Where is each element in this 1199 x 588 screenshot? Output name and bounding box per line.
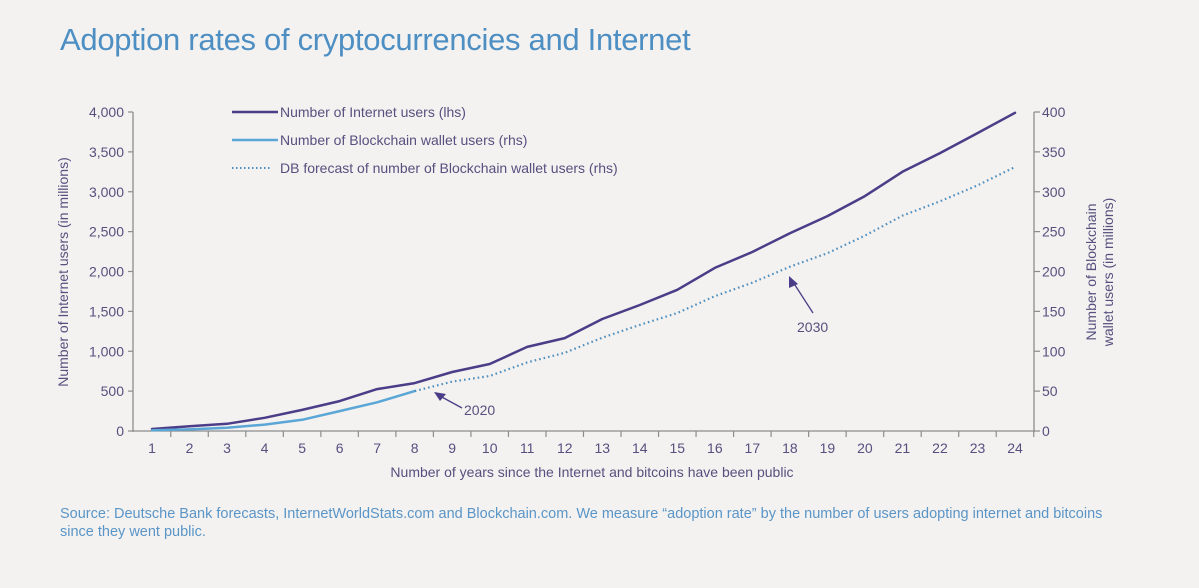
- y-tick-left-label: 2,500: [89, 224, 124, 240]
- x-tick-label: 3: [223, 440, 231, 456]
- x-tick-label: 23: [970, 440, 986, 456]
- legend-label-forecast: DB forecast of number of Blockchain wall…: [280, 160, 618, 176]
- annotation-2020-arrowhead: [434, 392, 446, 401]
- x-tick-label: 19: [820, 440, 836, 456]
- y-ticks-right: 0 50 100 150 200 250 300 350 400: [1034, 104, 1066, 439]
- x-tick-label: 12: [557, 440, 573, 456]
- chart: 1 2 3 4 5 6 7 8 9 10 11 12 13 14 15 16 17 18 19 20 21 22 23 24 …: [55, 104, 1116, 480]
- y-tick-right-label: 50: [1042, 383, 1058, 399]
- y-tick-left-label: 500: [101, 383, 125, 399]
- y-tick-left-label: 3,500: [89, 144, 124, 160]
- x-tick-label: 10: [482, 440, 498, 456]
- y-tick-left-label: 4,000: [89, 104, 124, 120]
- x-tick-label: 5: [298, 440, 306, 456]
- x-tick-label: 6: [336, 440, 344, 456]
- x-tick-label: 13: [594, 440, 610, 456]
- x-tick-label: 14: [632, 440, 648, 456]
- x-tick-label: 8: [411, 440, 419, 456]
- y-tick-right-label: 100: [1042, 343, 1066, 359]
- y-axis-left-title: Number of Internet users (in millions): [55, 157, 71, 387]
- legend-label-internet: Number of Internet users (lhs): [280, 104, 466, 120]
- series-lines: [150, 111, 1017, 432]
- y-tick-left-label: 2,000: [89, 264, 124, 280]
- y-axis-right-title-line1: Number of Blockchain: [1083, 204, 1099, 341]
- x-tick-label: 1: [148, 440, 156, 456]
- x-tick-label: 15: [670, 440, 686, 456]
- annotation-2020-label: 2020: [464, 402, 495, 418]
- annotation-2030-label: 2030: [797, 319, 828, 335]
- y-tick-left-label: 1,000: [89, 343, 124, 359]
- x-tick-label: 20: [857, 440, 873, 456]
- annotation-2020-arrow-line: [439, 395, 463, 409]
- y-tick-left-label: 1,500: [89, 303, 124, 319]
- y-tick-right-label: 400: [1042, 104, 1066, 120]
- y-tick-right-label: 300: [1042, 184, 1066, 200]
- x-tick-label: 11: [520, 440, 535, 456]
- y-tick-right-label: 200: [1042, 264, 1066, 280]
- annotation-2030-arrowhead: [789, 276, 798, 288]
- x-tick-label: 4: [261, 440, 269, 456]
- series-forecast-line: [414, 166, 1016, 393]
- series-internet-users-line: [150, 111, 1017, 431]
- y-tick-right-label: 250: [1042, 224, 1066, 240]
- legend-label-blockchain: Number of Blockchain wallet users (rhs): [280, 132, 527, 148]
- series-blockchain-users-line: [150, 389, 416, 432]
- y-tick-right-label: 0: [1042, 423, 1050, 439]
- y-tick-left-label: 0: [116, 423, 124, 439]
- y-ticks-left: 0 500 1,000 1,500 2,000 2,500 3,000 3,500 4,000: [89, 104, 133, 439]
- source-note: Source: Deutsche Bank forecasts, Interne…: [60, 506, 1103, 540]
- y-tick-right-label: 150: [1042, 303, 1066, 319]
- x-tick-label: 24: [1007, 440, 1023, 456]
- x-tick-label: 21: [895, 440, 911, 456]
- legend: Number of Internet users (lhs) Number of…: [232, 104, 618, 176]
- annotations: 2020 2030: [434, 276, 828, 418]
- x-tick-label: 7: [373, 440, 381, 456]
- x-tick-label: 2: [186, 440, 194, 456]
- x-ticks: 1 2 3 4 5 6 7 8 9 10 11 12 13 14 15 16 17 18 19 20 21 22 23 24: [148, 431, 1035, 456]
- annotation-2030-arrow-line: [792, 281, 814, 314]
- x-tick-label: 16: [707, 440, 723, 456]
- x-tick-label: 22: [932, 440, 948, 456]
- x-tick-label: 9: [448, 440, 456, 456]
- y-axis-right-title-line2: wallet users (in millions): [1100, 198, 1116, 348]
- y-tick-right-label: 350: [1042, 144, 1066, 160]
- x-axis-title: Number of years since the Internet and b…: [390, 464, 793, 480]
- x-tick-label: 18: [782, 440, 798, 456]
- x-tick-label: 17: [745, 440, 761, 456]
- y-tick-left-label: 3,000: [89, 184, 124, 200]
- chart-title: Adoption rates of cryptocurrencies and I…: [60, 22, 691, 57]
